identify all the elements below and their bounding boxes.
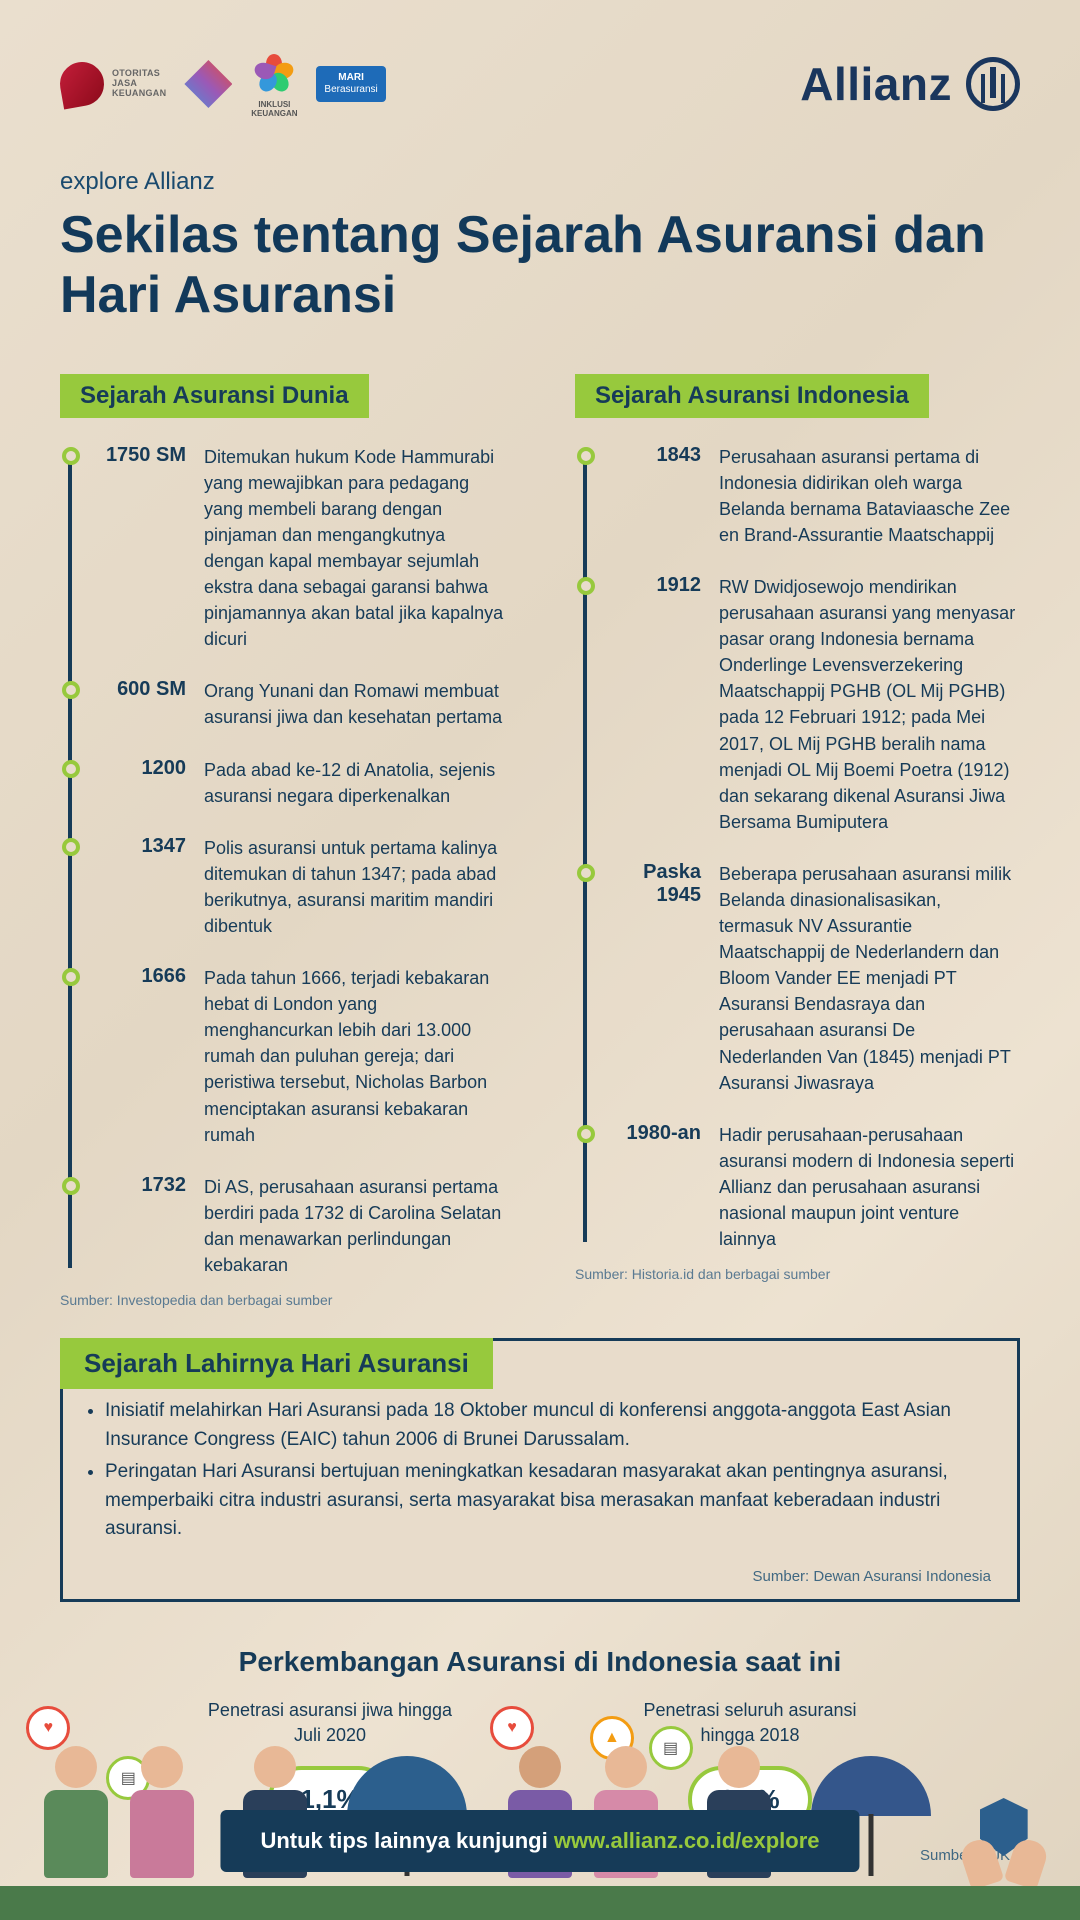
- heart-icon: ♥: [490, 1706, 534, 1750]
- cta-link[interactable]: www.allianz.co.id/explore: [554, 1828, 820, 1853]
- timeline-indonesia: Sejarah Asuransi Indonesia 1843Perusahaa…: [575, 374, 1020, 1309]
- callout-title: Sejarah Lahirnya Hari Asuransi: [60, 1338, 493, 1389]
- allianz-brand: Allianz: [800, 57, 1020, 111]
- mari-logo: MARI Berasuransi: [316, 66, 385, 102]
- ojk-logo: OTORITAS JASA KEUANGAN: [60, 62, 166, 106]
- timeline-world-source: Sumber: Investopedia dan berbagai sumber: [60, 1292, 505, 1308]
- timeline-item: 1200Pada abad ke-12 di Anatolia, sejenis…: [68, 757, 505, 809]
- timeline-item: 1666Pada tahun 1666, terjadi kebakaran h…: [68, 965, 505, 1148]
- partner-logo-cluster: OTORITAS JASA KEUANGAN INKLUSI KEUANGAN …: [60, 50, 386, 118]
- callout-body: Inisiatif melahirkan Hari Asuransi pada …: [63, 1389, 1017, 1568]
- timeline-item: 1347Polis asuransi untuk pertama kalinya…: [68, 835, 505, 939]
- callout-box: Sejarah Lahirnya Hari Asuransi Inisiatif…: [60, 1338, 1020, 1602]
- elderly-man-icon: [36, 1746, 116, 1886]
- timeline-item: 1843Perusahaan asuransi pertama di Indon…: [583, 444, 1020, 548]
- document-icon: ▤: [649, 1726, 693, 1770]
- timeline-item: 1750 SMDitemukan hukum Kode Hammurabi ya…: [68, 444, 505, 653]
- timeline-item: Paska 1945Beberapa perusahaan asuransi m…: [583, 861, 1020, 1096]
- kicker: explore Allianz: [60, 168, 1020, 196]
- timeline-world: Sejarah Asuransi Dunia 1750 SMDitemukan …: [60, 374, 505, 1309]
- heart-icon: ♥: [26, 1706, 70, 1750]
- callout-source: Sumber: Dewan Asuransi Indonesia: [63, 1568, 1017, 1599]
- timeline-indonesia-source: Sumber: Historia.id dan berbagai sumber: [575, 1266, 1020, 1282]
- page-title: Sekilas tentang Sejarah Asuransi dan Har…: [60, 206, 1020, 326]
- timeline-world-title: Sejarah Asuransi Dunia: [60, 374, 369, 418]
- hands-shield-icon: [964, 1776, 1044, 1886]
- bik-logo: [184, 60, 232, 108]
- timeline-item: 1980-anHadir perusahaan-perusahaan asura…: [583, 1122, 1020, 1252]
- allianz-icon: [966, 57, 1020, 111]
- elderly-woman-icon: [122, 1746, 202, 1886]
- timeline-item: 1732Di AS, perusahaan asuransi pertama b…: [68, 1174, 505, 1278]
- inklusi-logo: INKLUSI KEUANGAN: [250, 50, 298, 118]
- timeline-item: 1912RW Dwidjosewojo mendirikan perusahaa…: [583, 574, 1020, 835]
- timeline-item: 600 SMOrang Yunani dan Romawi membuat as…: [68, 678, 505, 730]
- footer-illustration: ♥ ▤ ♥ ▲ ▤ Untuk tips lainnya kunjungi ww…: [0, 1650, 1080, 1920]
- header-logos: OTORITAS JASA KEUANGAN INKLUSI KEUANGAN …: [60, 50, 1020, 118]
- cta-banner: Untuk tips lainnya kunjungi www.allianz.…: [220, 1810, 859, 1872]
- timeline-indonesia-title: Sejarah Asuransi Indonesia: [575, 374, 929, 418]
